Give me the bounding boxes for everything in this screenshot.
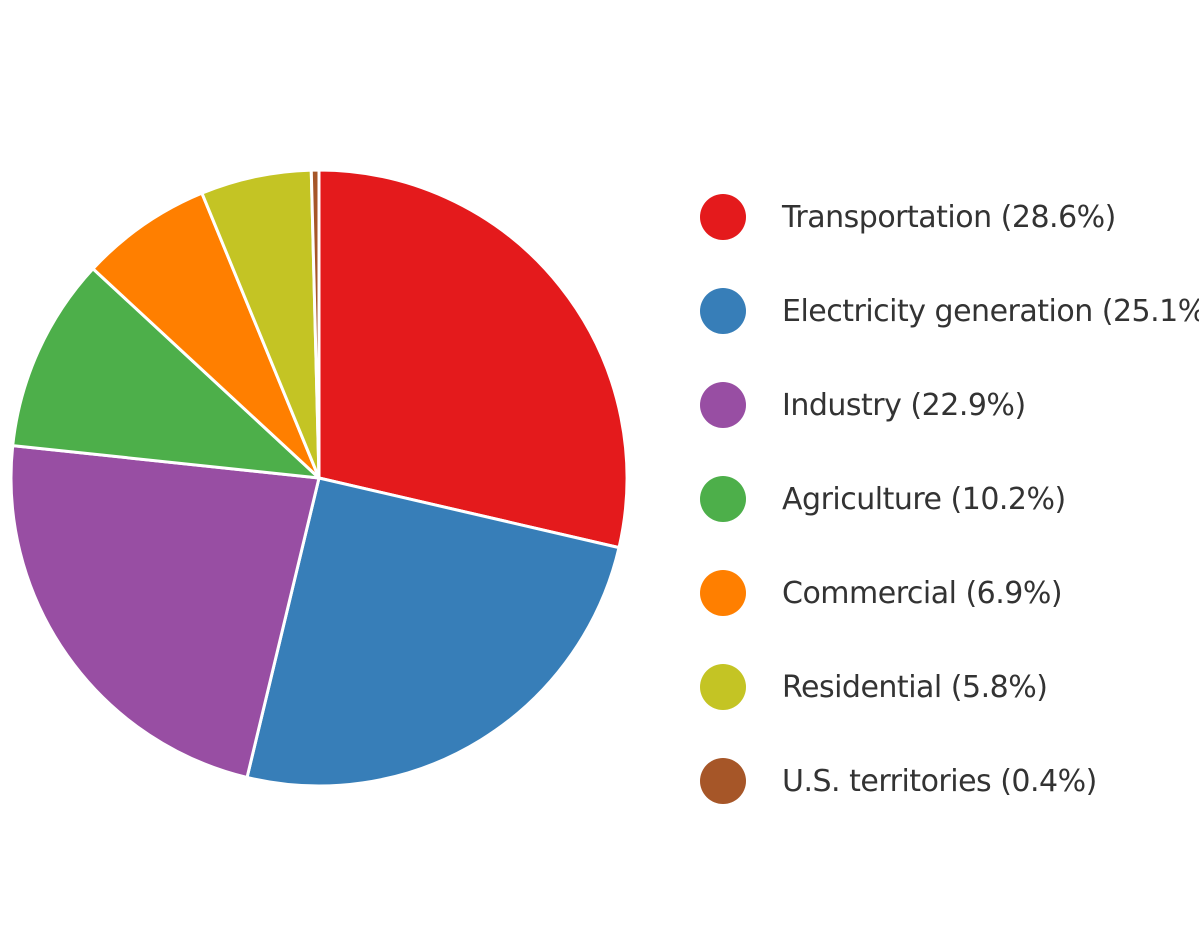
legend-swatch-electricity-generation — [700, 288, 746, 334]
legend-swatch-residential — [700, 664, 746, 710]
legend-label-electricity-generation: Electricity generation (25.1%) — [782, 293, 1199, 329]
legend-item-commercial: Commercial (6.9%) — [700, 546, 1199, 640]
pie-slice-u-s-territories — [309, 168, 321, 480]
legend-swatch-commercial — [700, 570, 746, 616]
legend-item-residential: Residential (5.8%) — [700, 640, 1199, 734]
legend-swatch-industry — [700, 382, 746, 428]
legend-item-electricity-generation: Electricity generation (25.1%) — [700, 264, 1199, 358]
pie-chart-plot — [9, 168, 629, 788]
pie-slice-electricity-generation — [245, 476, 621, 788]
legend-item-us-territories: U.S. territories (0.4%) — [700, 734, 1199, 828]
legend-label-us-territories: U.S. territories (0.4%) — [782, 763, 1097, 799]
pie-slice-commercial — [91, 191, 321, 480]
legend-swatch-us-territories — [700, 758, 746, 804]
legend-label-agriculture: Agriculture (10.2%) — [782, 481, 1066, 517]
chart-legend: Transportation (28.6%) Electricity gener… — [700, 170, 1199, 828]
pie-slice-agriculture — [11, 267, 321, 480]
legend-item-transportation: Transportation (28.6%) — [700, 170, 1199, 264]
legend-label-residential: Residential (5.8%) — [782, 669, 1048, 705]
legend-label-transportation: Transportation (28.6%) — [782, 199, 1116, 235]
pie-slice-transportation — [317, 168, 629, 550]
legend-item-industry: Industry (22.9%) — [700, 358, 1199, 452]
legend-swatch-agriculture — [700, 476, 746, 522]
legend-label-commercial: Commercial (6.9%) — [782, 575, 1063, 611]
legend-label-industry: Industry (22.9%) — [782, 387, 1026, 423]
legend-item-agriculture: Agriculture (10.2%) — [700, 452, 1199, 546]
legend-swatch-transportation — [700, 194, 746, 240]
pie-slice-industry — [9, 444, 321, 779]
